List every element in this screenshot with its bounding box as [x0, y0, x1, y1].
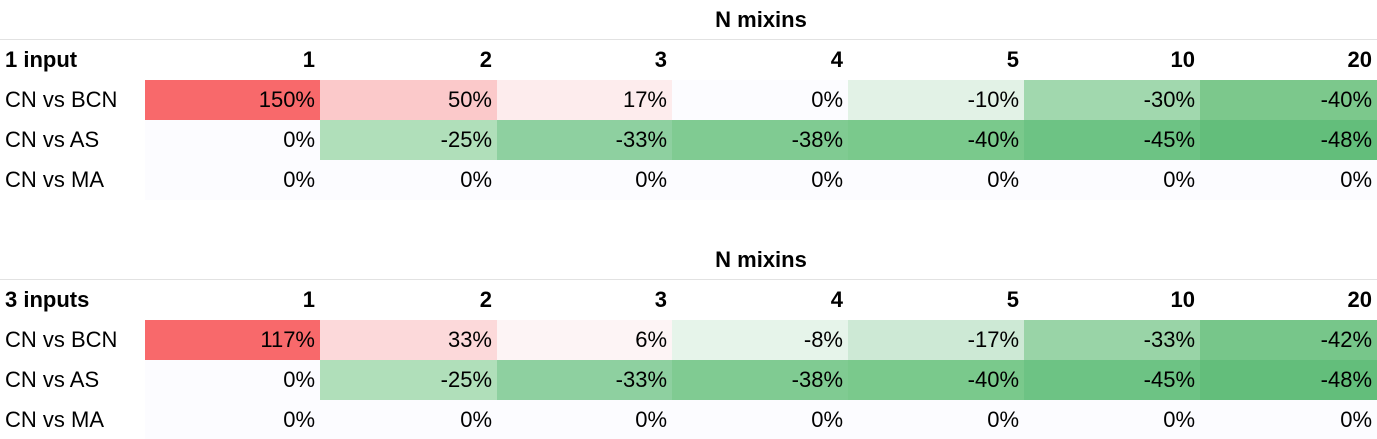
value-cell: -38%: [672, 360, 848, 400]
value-cell: 0%: [497, 400, 672, 439]
value-cell: 0%: [672, 160, 848, 200]
grid-line: [0, 39, 1377, 40]
value-cell: 150%: [145, 80, 320, 120]
column-header: 1: [302, 47, 315, 72]
value-cell: -45%: [1024, 120, 1200, 160]
table-label: 3 inputs: [5, 287, 90, 312]
value-cell: 0%: [145, 400, 320, 439]
value-cell: -33%: [497, 120, 672, 160]
value-cell: 0%: [672, 400, 848, 439]
value-cell: -48%: [1200, 360, 1377, 400]
value-cell: 0%: [1200, 160, 1377, 200]
value-cell: -10%: [848, 80, 1024, 120]
value-cell: 0%: [1024, 400, 1200, 439]
value-cell: 50%: [320, 80, 497, 120]
value-cell: 6%: [497, 320, 672, 360]
column-header: 2: [479, 47, 492, 72]
value-cell: 0%: [320, 400, 497, 439]
column-header: 4: [830, 47, 843, 72]
value-cell: -17%: [848, 320, 1024, 360]
row-label: CN vs AS: [5, 127, 100, 152]
value-cell: 0%: [848, 400, 1024, 439]
value-cell: 0%: [1200, 400, 1377, 439]
row-label: CN vs MA: [5, 167, 104, 192]
column-header: 2: [479, 287, 492, 312]
value-cell: -33%: [497, 360, 672, 400]
value-cell: -25%: [320, 360, 497, 400]
value-cell: -40%: [1200, 80, 1377, 120]
value-cell: 17%: [497, 80, 672, 120]
column-header: 10: [1170, 47, 1195, 72]
value-cell: -25%: [320, 120, 497, 160]
column-header: 5: [1006, 287, 1019, 312]
table-title: N mixins: [715, 7, 807, 32]
value-cell: -42%: [1200, 320, 1377, 360]
value-cell: -30%: [1024, 80, 1200, 120]
column-header: 20: [1347, 47, 1372, 72]
row-label: CN vs BCN: [5, 327, 118, 352]
grid-line: [0, 279, 1377, 280]
column-header: 4: [830, 287, 843, 312]
column-header: 3: [654, 47, 667, 72]
column-header: 3: [654, 287, 667, 312]
value-cell: -8%: [672, 320, 848, 360]
row-label: CN vs MA: [5, 407, 104, 432]
value-cell: -33%: [1024, 320, 1200, 360]
value-cell: 0%: [497, 160, 672, 200]
table-label: 1 input: [5, 47, 78, 72]
value-cell: -40%: [848, 120, 1024, 160]
column-header: 10: [1170, 287, 1195, 312]
row-label: CN vs AS: [5, 367, 100, 392]
table-title: N mixins: [715, 247, 807, 272]
value-cell: 0%: [672, 80, 848, 120]
value-cell: 0%: [848, 160, 1024, 200]
value-cell: 0%: [145, 120, 320, 160]
column-header: 20: [1347, 287, 1372, 312]
value-cell: 0%: [145, 160, 320, 200]
value-cell: 117%: [145, 320, 320, 360]
value-cell: 33%: [320, 320, 497, 360]
value-cell: 0%: [1024, 160, 1200, 200]
value-cell: -48%: [1200, 120, 1377, 160]
value-cell: 0%: [320, 160, 497, 200]
column-header: 5: [1006, 47, 1019, 72]
value-cell: 0%: [145, 360, 320, 400]
value-cell: -45%: [1024, 360, 1200, 400]
value-cell: -40%: [848, 360, 1024, 400]
value-cell: -38%: [672, 120, 848, 160]
row-label: CN vs BCN: [5, 87, 118, 112]
column-header: 1: [302, 287, 315, 312]
